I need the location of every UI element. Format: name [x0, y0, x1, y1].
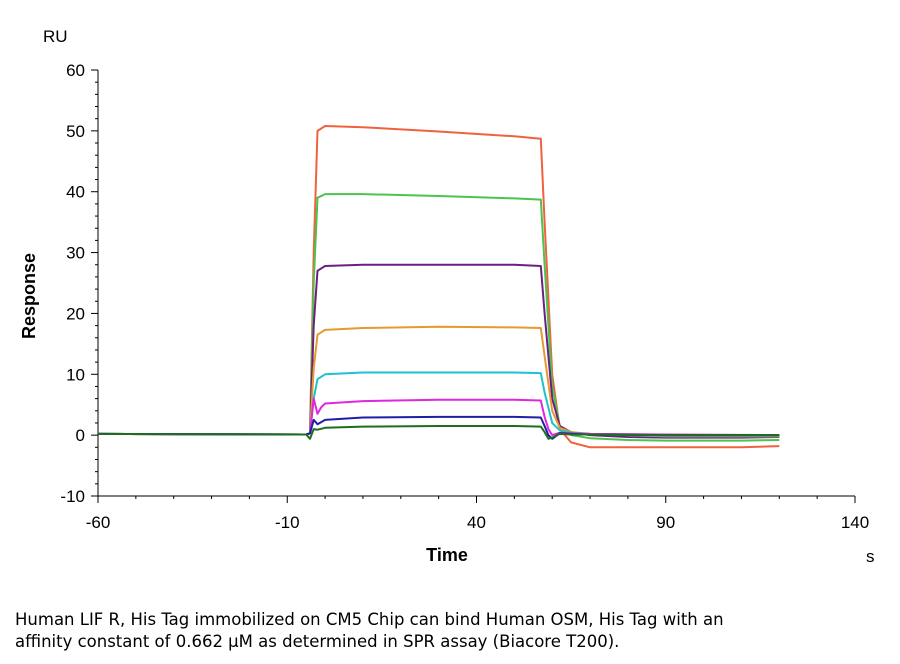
x-tick-label: 140 [841, 513, 869, 532]
y-tick-label: 20 [66, 304, 85, 323]
figure-caption: Human LIF R, His Tag immobilized on CM5 … [15, 609, 875, 653]
x-tick-label: -60 [86, 513, 111, 532]
series-line-4 [97, 325, 780, 438]
y-axis-title: Response [19, 253, 39, 339]
caption-line-2: affinity constant of 0.662 μM as determi… [15, 632, 620, 651]
series-line-8 [97, 425, 780, 440]
y-tick-label: 10 [66, 365, 85, 384]
x-unit-label: s [866, 547, 875, 566]
y-tick-label: 50 [66, 122, 85, 141]
y-tick-label: -10 [60, 487, 85, 506]
y-tick-label: 30 [66, 244, 85, 263]
x-tick-label: -10 [275, 513, 300, 532]
y-tick-label: 60 [66, 61, 85, 80]
y-tick-label: 40 [66, 183, 85, 202]
series-group [97, 125, 780, 449]
series-line-1 [97, 125, 780, 449]
series-line-3 [97, 263, 780, 439]
y-tick-label: 0 [76, 426, 85, 445]
x-tick-label: 40 [467, 513, 486, 532]
series-line-2 [97, 193, 780, 442]
y-unit-label: RU [43, 27, 68, 46]
caption-line-1: Human LIF R, His Tag immobilized on CM5 … [15, 610, 724, 629]
x-axis-title: Time [426, 545, 468, 565]
x-tick-label: 90 [656, 513, 675, 532]
